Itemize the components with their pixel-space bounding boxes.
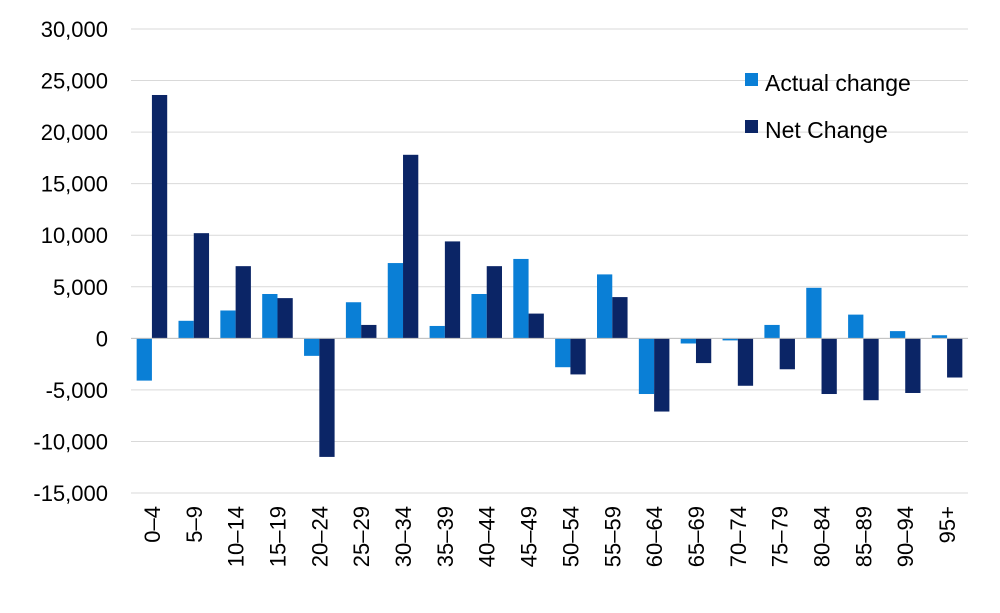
y-tick-label: -15,000 (33, 481, 108, 506)
x-tick-label: 35–39 (433, 506, 458, 567)
x-tick-label: 45–49 (517, 506, 542, 567)
bar-actual-change (848, 314, 864, 339)
x-tick-label: 80–84 (810, 506, 835, 567)
bar-actual-change (680, 338, 696, 344)
x-tick-label: 95+ (935, 506, 960, 543)
legend-label-actual-change: Actual change (765, 70, 911, 96)
bar-actual-change (220, 310, 236, 339)
x-tick-label: 5–9 (182, 506, 207, 543)
bar-actual-change (178, 320, 194, 339)
legend-swatch-actual-change (745, 73, 758, 86)
bar-actual-change (387, 263, 404, 339)
bar-net-change (403, 154, 419, 339)
x-tick-label: 70–74 (726, 506, 751, 567)
bar-actual-change (555, 338, 571, 368)
x-axis-tick-labels: 0–4 5–9 10–14 15–19 20–24 25–29 30–34 35–39 40–4… (140, 506, 960, 567)
legend: Actual change Net Change (745, 70, 911, 143)
x-tick-label: 75–79 (768, 506, 793, 567)
x-tick-label: 50–54 (558, 506, 583, 567)
y-tick-label: 25,000 (41, 69, 108, 94)
x-tick-label: 40–44 (475, 506, 500, 567)
bar-net-change (779, 338, 795, 370)
y-tick-label: 15,000 (41, 172, 108, 197)
x-tick-label: 15–19 (265, 506, 290, 567)
bar-actual-change (931, 335, 948, 339)
bar-net-change (151, 94, 168, 339)
y-axis-tick-labels: -15,000 -10,000 -5,000 0 5,000 10,000 15,000 20… (33, 17, 108, 506)
bar-actual-change (304, 338, 320, 356)
bar-net-change (863, 338, 879, 401)
x-tick-label: 0–4 (140, 506, 165, 543)
legend-swatch-net-change (745, 120, 758, 133)
bar-actual-change (764, 324, 780, 339)
bar-net-change (444, 241, 461, 339)
bars (136, 94, 963, 457)
bar-actual-change (429, 325, 445, 339)
y-tick-label: -10,000 (33, 429, 108, 454)
bar-net-change (361, 324, 377, 339)
bar-net-change (821, 338, 837, 395)
x-tick-label: 55–59 (600, 506, 625, 567)
bar-actual-change (262, 293, 278, 339)
bar-actual-change (596, 274, 613, 339)
bar-actual-change (345, 302, 362, 339)
bar-net-change (695, 338, 712, 364)
bar-net-change (905, 338, 921, 393)
bar-actual-change (513, 258, 529, 339)
bar-net-change (612, 297, 628, 339)
bar-net-change (486, 266, 503, 339)
bar-actual-change (806, 287, 822, 339)
bar-actual-change (471, 293, 487, 339)
bar-net-change (277, 298, 293, 339)
x-tick-label: 20–24 (307, 506, 332, 567)
bar-net-change (319, 338, 335, 457)
y-tick-label: 20,000 (41, 120, 108, 145)
x-tick-label: 30–34 (391, 506, 416, 567)
x-tick-label: 85–89 (851, 506, 876, 567)
y-tick-label: 30,000 (41, 17, 108, 42)
x-tick-label: 10–14 (224, 506, 249, 567)
bar-actual-change (638, 338, 655, 395)
bar-actual-change (889, 331, 906, 339)
y-tick-label: -5,000 (46, 378, 108, 403)
bar-actual-change (722, 338, 738, 341)
x-tick-label: 90–94 (893, 506, 918, 567)
bar-net-change (947, 338, 963, 378)
y-tick-label: 0 (96, 326, 108, 351)
x-tick-label: 25–29 (349, 506, 374, 567)
bar-net-change (654, 338, 670, 412)
bar-net-change (737, 338, 754, 386)
bar-net-change (528, 313, 544, 339)
gridlines (131, 28, 968, 494)
x-tick-label: 60–64 (642, 506, 667, 567)
y-tick-label: 10,000 (41, 223, 108, 248)
legend-label-net-change: Net Change (765, 117, 888, 143)
y-tick-label: 5,000 (53, 275, 108, 300)
bar-actual-change (136, 338, 152, 381)
bar-net-change (193, 233, 210, 339)
bar-net-change (570, 338, 586, 375)
bar-net-change (235, 266, 251, 339)
x-tick-label: 65–69 (684, 506, 709, 567)
